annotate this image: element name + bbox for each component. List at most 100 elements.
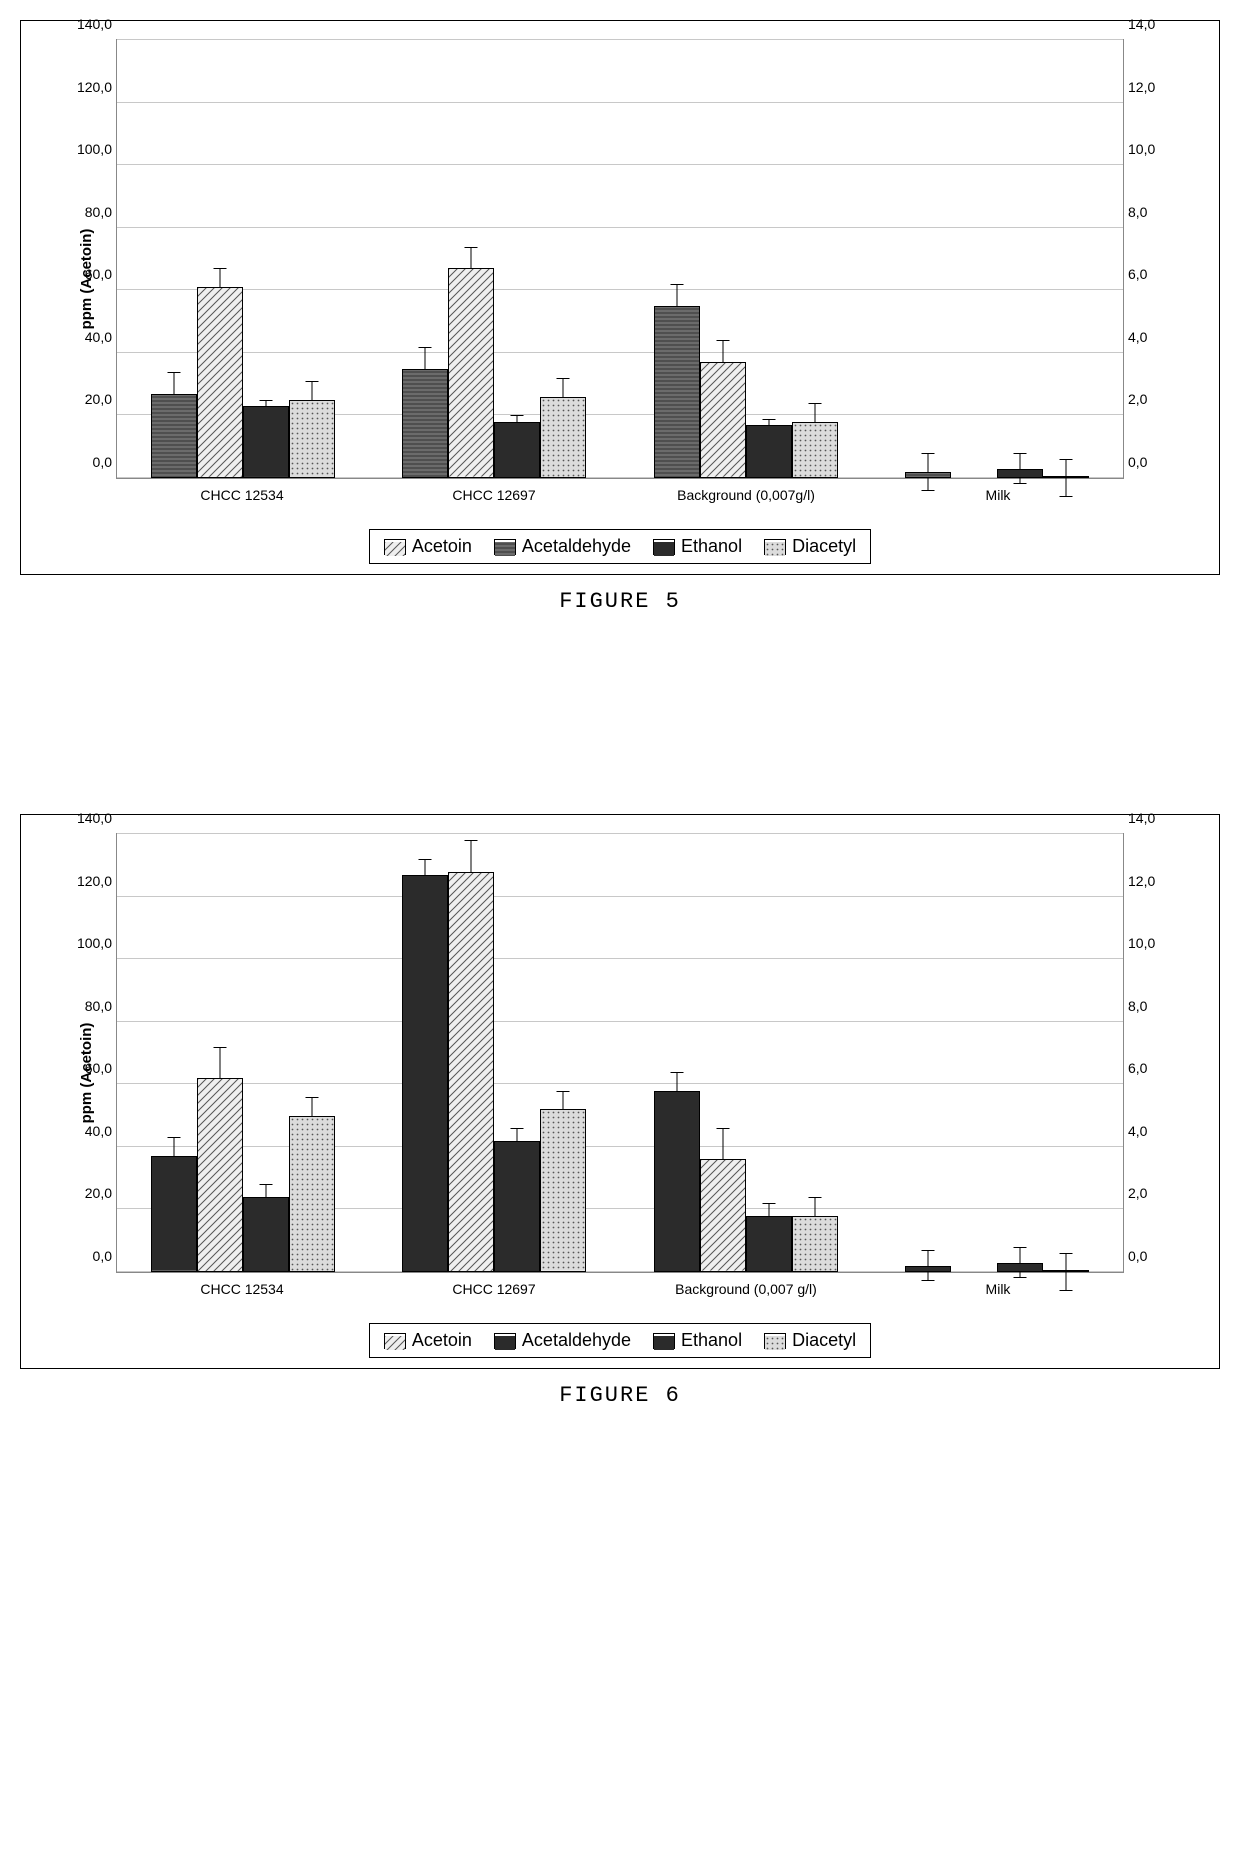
legend-item-acetoin: Acetoin xyxy=(384,536,472,557)
bar-group xyxy=(872,40,1124,478)
ytick-right: 14,0 xyxy=(1128,16,1173,32)
x-category-label: CHCC 12697 xyxy=(368,479,620,519)
bar-acetoin xyxy=(951,834,997,1272)
bar xyxy=(1043,1270,1089,1272)
ytick-left: 80,0 xyxy=(62,998,112,1014)
legend-swatch xyxy=(653,1333,675,1349)
bar-ethanol xyxy=(494,834,540,1272)
legend-item-acetoin: Acetoin xyxy=(384,1330,472,1351)
legend-label: Acetoin xyxy=(412,536,472,557)
ytick-left: 20,0 xyxy=(62,1185,112,1201)
bar-acetaldehyde xyxy=(654,834,700,1272)
legend-label: Diacetyl xyxy=(792,536,856,557)
bar xyxy=(402,369,448,479)
legend-swatch xyxy=(384,1333,406,1349)
legend-item-acetaldehyde: Acetaldehyde xyxy=(494,536,631,557)
legend-label: Ethanol xyxy=(681,1330,742,1351)
bar-ethanol xyxy=(243,40,289,478)
bar-diacetyl xyxy=(792,40,838,478)
bar-group xyxy=(872,834,1124,1272)
legend-item-ethanol: Ethanol xyxy=(653,536,742,557)
x-category-label: Milk xyxy=(872,1273,1124,1313)
legend-swatch xyxy=(494,1333,516,1349)
bar-diacetyl xyxy=(1043,40,1089,478)
bar-acetoin xyxy=(700,40,746,478)
legend-item-ethanol: Ethanol xyxy=(653,1330,742,1351)
figure-caption: FIGURE 5 xyxy=(20,589,1220,614)
legend-swatch xyxy=(764,1333,786,1349)
bar xyxy=(905,1266,951,1272)
bar xyxy=(654,1091,700,1272)
ytick-left: 120,0 xyxy=(62,79,112,95)
bar-acetaldehyde xyxy=(654,40,700,478)
bar-acetoin xyxy=(700,834,746,1272)
bar xyxy=(654,306,700,478)
legend: Acetoin Acetaldehyde Ethanol Diacetyl xyxy=(369,529,871,564)
bar-groups xyxy=(117,40,1123,478)
x-category-label: Background (0,007g/l) xyxy=(620,479,872,519)
ytick-right: 4,0 xyxy=(1128,1123,1173,1139)
ytick-left: 100,0 xyxy=(62,935,112,951)
bar xyxy=(289,400,335,478)
plot-region: 0,00,020,02,040,04,060,06,080,08,0100,01… xyxy=(116,39,1124,479)
ytick-left: 60,0 xyxy=(62,1060,112,1076)
bar-diacetyl xyxy=(540,834,586,1272)
bar-acetoin xyxy=(197,834,243,1272)
bar-group xyxy=(369,834,621,1272)
bar xyxy=(700,1159,746,1272)
x-category-label: CHCC 12534 xyxy=(116,1273,368,1313)
bar-group xyxy=(620,834,872,1272)
bar xyxy=(243,1197,289,1272)
fig5: ppm (Acetoin)ppm (Acetaldehyde, Ethanol,… xyxy=(20,20,1220,614)
ytick-right: 8,0 xyxy=(1128,998,1173,1014)
x-category-label: CHCC 12534 xyxy=(116,479,368,519)
ytick-left: 140,0 xyxy=(62,810,112,826)
bar-acetoin xyxy=(448,40,494,478)
bar xyxy=(243,406,289,478)
chart-container: ppm (Acetoin)ppm (Acetaldehyde, Ethanol,… xyxy=(20,814,1220,1369)
bar xyxy=(746,425,792,478)
bar-ethanol xyxy=(243,834,289,1272)
bar xyxy=(997,1263,1043,1272)
bar xyxy=(540,1109,586,1272)
legend-label: Diacetyl xyxy=(792,1330,856,1351)
bar xyxy=(289,1116,335,1272)
ytick-right: 4,0 xyxy=(1128,329,1173,345)
bar xyxy=(151,1156,197,1272)
bar xyxy=(448,872,494,1272)
plot-region: 0,00,020,02,040,04,060,06,080,08,0100,01… xyxy=(116,833,1124,1273)
bar-acetoin xyxy=(448,834,494,1272)
bar-acetaldehyde xyxy=(402,834,448,1272)
bar-acetoin xyxy=(951,40,997,478)
bar xyxy=(700,362,746,478)
bar-ethanol xyxy=(997,834,1043,1272)
bar-acetaldehyde xyxy=(905,834,951,1272)
ytick-right: 10,0 xyxy=(1128,935,1173,951)
ytick-left: 20,0 xyxy=(62,391,112,407)
ytick-left: 100,0 xyxy=(62,141,112,157)
legend-label: Ethanol xyxy=(681,536,742,557)
legend-item-diacetyl: Diacetyl xyxy=(764,1330,856,1351)
ytick-right: 6,0 xyxy=(1128,1060,1173,1076)
ytick-right: 2,0 xyxy=(1128,1185,1173,1201)
ytick-right: 14,0 xyxy=(1128,810,1173,826)
bar-diacetyl xyxy=(289,834,335,1272)
ytick-right: 6,0 xyxy=(1128,266,1173,282)
ytick-left: 40,0 xyxy=(62,1123,112,1139)
ytick-right: 0,0 xyxy=(1128,1248,1173,1264)
bar-diacetyl xyxy=(792,834,838,1272)
chart-area: ppm (Acetoin)ppm (Acetaldehyde, Ethanol,… xyxy=(116,833,1124,1313)
fig6: ppm (Acetoin)ppm (Acetaldehyde, Ethanol,… xyxy=(20,814,1220,1408)
legend-swatch xyxy=(764,539,786,555)
legend-label: Acetaldehyde xyxy=(522,536,631,557)
bar-acetaldehyde xyxy=(151,40,197,478)
bar xyxy=(540,397,586,478)
ytick-right: 0,0 xyxy=(1128,454,1173,470)
bar-group xyxy=(620,40,872,478)
bar-diacetyl xyxy=(1043,834,1089,1272)
legend-swatch xyxy=(384,539,406,555)
bar xyxy=(494,1141,540,1272)
x-category-label: CHCC 12697 xyxy=(368,1273,620,1313)
bar xyxy=(197,1078,243,1272)
bar-group xyxy=(117,40,369,478)
